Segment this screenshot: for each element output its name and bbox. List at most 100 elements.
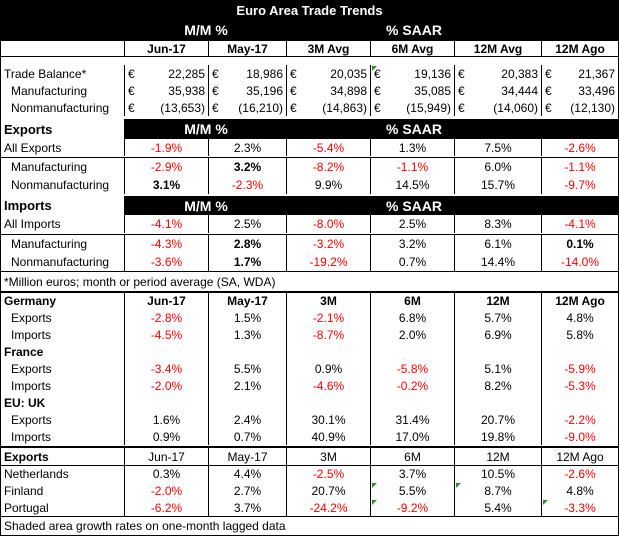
- value-cell: 21,367: [578, 66, 615, 81]
- value-cell: 2.7%: [209, 482, 287, 499]
- section-header: Exports Jun-17 May-17 3M 6M 12M 12M Ago: [1, 446, 618, 465]
- value-cell: 1.7%: [209, 253, 287, 271]
- table-row: Exports -2.8% 1.5% -2.1% 6.8% 5.7% 4.8%: [1, 309, 618, 326]
- col-header: 12M Ago: [555, 41, 605, 56]
- section-header: EU: UK: [1, 394, 618, 411]
- col-header: 3M: [287, 293, 371, 309]
- row-label: Imports: [1, 377, 125, 394]
- value-cell: 3.1%: [125, 176, 209, 194]
- value-cell: -4.5%: [125, 326, 209, 343]
- value-cell: 20.7%: [455, 411, 542, 428]
- col-header: May-17: [209, 293, 287, 309]
- table-row: Finland -2.0% 2.7% 20.7% 5.5% 8.7% 4.8%: [1, 482, 618, 499]
- value-cell: 4.4%: [209, 466, 287, 482]
- euro-sign: €: [545, 66, 552, 81]
- section-label: Germany: [1, 293, 125, 309]
- value-cell: 0.7%: [371, 253, 455, 271]
- value-cell: -9.2%: [371, 499, 455, 516]
- value-cell: 6.1%: [455, 235, 542, 253]
- euro-sign: €: [458, 83, 465, 98]
- table-row: Imports -2.0% 2.1% -4.6% -0.2% 8.2% -5.3…: [1, 377, 618, 394]
- value-cell: 17.0%: [371, 428, 455, 445]
- value-cell: -2.8%: [125, 309, 209, 326]
- value-cell: 2.8%: [209, 235, 287, 253]
- value-cell: 1.3%: [209, 326, 287, 343]
- row-label: Nonmanufacturing: [1, 99, 125, 116]
- value-cell: -9.0%: [564, 429, 596, 444]
- value-cell: 0.9%: [125, 428, 209, 445]
- value-cell: -1.1%: [371, 158, 455, 176]
- value-cell: 4.8%: [566, 310, 594, 325]
- value-cell: -19.2%: [287, 253, 371, 271]
- row-label: Nonmanufacturing: [1, 176, 125, 194]
- euro-sign: €: [290, 83, 297, 98]
- value-cell: 6.9%: [455, 326, 542, 343]
- value-cell: -2.2%: [564, 412, 596, 427]
- value-cell: -0.2%: [371, 377, 455, 394]
- value-cell: 9.9%: [287, 176, 371, 194]
- value-cell: 3.7%: [371, 466, 455, 482]
- table-row: Nonmanufacturing 3.1% -2.3% 9.9% 14.5% 1…: [1, 176, 618, 194]
- value-cell: 35,938: [168, 83, 205, 98]
- col-header: 6M: [371, 293, 455, 309]
- header-row-1: M/M % % SAAR: [1, 19, 618, 41]
- header-blank-right: [542, 19, 618, 41]
- value-cell: 2.3%: [209, 139, 287, 156]
- col-header: 12M: [455, 448, 542, 465]
- col-header: May-17: [209, 41, 287, 56]
- value-cell: 4.8%: [566, 483, 594, 498]
- value-cell: -2.0%: [125, 482, 209, 499]
- row-label: Imports: [1, 428, 125, 445]
- table-row: Nonmanufacturing € (13,653) € (16,210) € (1…: [1, 99, 618, 116]
- title-row: Euro Area Trade Trends: [1, 1, 618, 19]
- footnote-text: Shaded area growth rates on one-month la…: [4, 519, 286, 533]
- value-cell: -2.0%: [125, 377, 209, 394]
- section-header: France: [1, 343, 618, 360]
- col-header: 12M: [455, 293, 542, 309]
- value-cell: 8.3%: [455, 215, 542, 233]
- value-cell: 35,085: [414, 83, 451, 98]
- header-corner: [1, 41, 125, 56]
- col-header: 12M Avg: [455, 41, 542, 56]
- value-cell: -8.7%: [287, 326, 371, 343]
- value-cell: 5.1%: [455, 360, 542, 377]
- value-cell: 5.7%: [455, 309, 542, 326]
- col-header: 12M Ago: [555, 294, 605, 308]
- value-cell: -3.3%: [542, 499, 618, 516]
- row-label: All Imports: [1, 215, 125, 233]
- value-cell: 2.1%: [209, 377, 287, 394]
- value-cell: -2.9%: [125, 158, 209, 176]
- euro-sign: €: [128, 100, 135, 115]
- value-cell: (12,130): [570, 100, 615, 115]
- value-cell: 6.0%: [455, 158, 542, 176]
- value-cell: 5.5%: [371, 482, 455, 499]
- value-cell: 3.2%: [209, 158, 287, 176]
- value-cell: (14,863): [322, 100, 367, 115]
- value-cell: 20,383: [501, 66, 538, 81]
- row-label: Manufacturing: [1, 235, 125, 253]
- section-label: Exports: [1, 119, 125, 139]
- value-cell: -2.5%: [287, 466, 371, 482]
- value-cell: -3.6%: [125, 253, 209, 271]
- value-cell: 33,496: [578, 83, 615, 98]
- value-cell: (14,060): [493, 100, 538, 115]
- value-cell: 1.3%: [371, 139, 455, 156]
- value-cell: -1.1%: [564, 160, 596, 174]
- table-row: Manufacturing -4.3% 2.8% -3.2% 3.2% 6.1%…: [1, 234, 618, 253]
- value-cell: 0.3%: [125, 466, 209, 482]
- section-header: Exports M/M % % SAAR: [1, 119, 618, 139]
- table-row: All Exports -1.9% 2.3% -5.4% 1.3% 7.5% -…: [1, 139, 618, 156]
- table-row: Manufacturing €35,938 €35,196 €34,898 €3…: [1, 82, 618, 99]
- section-header: Imports M/M % % SAAR: [1, 196, 618, 215]
- value-cell: 2.5%: [371, 215, 455, 233]
- value-cell: -8.0%: [287, 215, 371, 233]
- value-cell: 2.4%: [209, 411, 287, 428]
- table-row: Manufacturing -2.9% 3.2% -8.2% -1.1% 6.0…: [1, 157, 618, 176]
- header-blank-right: [542, 119, 618, 139]
- euro-sign: €: [458, 66, 465, 81]
- value-cell: 19.8%: [455, 428, 542, 445]
- mm-header: M/M %: [184, 197, 228, 214]
- row-label: Exports: [1, 411, 125, 428]
- col-header: Jun-17: [125, 293, 209, 309]
